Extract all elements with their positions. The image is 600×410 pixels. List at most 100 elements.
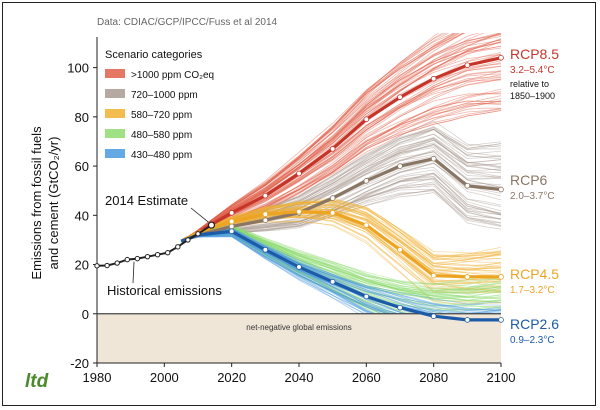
scenario-band-line xyxy=(181,228,501,312)
negative-region: net-negative global emissions xyxy=(97,313,501,363)
scenario-band-line xyxy=(180,33,465,242)
scenario-point xyxy=(228,210,235,216)
scenario-band-line xyxy=(181,225,501,292)
scenario-name-label: RCP8.5 xyxy=(510,46,559,62)
scenario-point xyxy=(464,182,471,189)
negative-region-shade xyxy=(97,313,501,363)
scenario-band-line xyxy=(181,226,501,294)
scenario-band-line xyxy=(181,120,501,242)
legend: Scenario categories >1000 ppm CO₂eq 720–10… xyxy=(105,49,214,161)
emissions-chart: net-negative global emissions 1980 2000 20… xyxy=(25,17,559,392)
scenario-band-line xyxy=(180,205,501,263)
scenario-band-line xyxy=(181,147,501,242)
scenario-band-line xyxy=(181,79,501,242)
historical-point xyxy=(185,237,191,243)
legend-label: 480–580 ppm xyxy=(131,130,192,141)
scenario-band-line xyxy=(180,204,501,267)
scenario-band-line xyxy=(180,200,501,260)
scenario-band-line xyxy=(180,200,501,261)
legend-swatch xyxy=(105,149,125,158)
scenario-band-line xyxy=(181,229,501,307)
scenario-band-line xyxy=(180,33,465,242)
scenario-band-line xyxy=(181,227,501,300)
scenario-band-line xyxy=(181,208,501,272)
x-tick-label: 2020 xyxy=(217,370,246,385)
scenario-band-line xyxy=(181,172,501,242)
scenario-band-line xyxy=(181,100,501,242)
x-tick-label: 2040 xyxy=(285,370,314,385)
scenario-band-line xyxy=(181,100,501,242)
scenario-band-line xyxy=(181,70,501,242)
historical-point xyxy=(175,244,181,250)
legend-swatch xyxy=(105,89,125,98)
historical-point xyxy=(195,231,201,237)
x-tick-label: 2060 xyxy=(352,370,381,385)
scenario-band-line xyxy=(181,95,501,242)
scenario-band-line xyxy=(181,41,501,242)
scenario-band-line xyxy=(181,126,501,242)
scenario-point xyxy=(296,170,302,177)
scenario-point xyxy=(228,218,235,225)
annotations: 2014 Estimate Historical emissions ltd xyxy=(25,193,222,392)
scenario-point xyxy=(329,278,336,285)
scenario-point xyxy=(329,195,336,201)
scenario-name-label: RCP2.6 xyxy=(510,316,559,332)
scenario-band-line xyxy=(180,33,461,242)
y-tick-label: 100 xyxy=(67,61,89,76)
scenario-range-label: 0.9–2.3°C xyxy=(510,335,555,346)
legend-label: 580–720 ppm xyxy=(131,110,192,121)
scenario-band-line xyxy=(180,33,458,242)
scenario-band-line xyxy=(181,226,501,297)
scenario-band-line xyxy=(180,33,501,242)
scenario-band-line xyxy=(181,227,501,308)
scenario-point xyxy=(228,223,235,230)
x-tick-label: 2080 xyxy=(419,370,448,385)
legend-swatch xyxy=(105,129,125,138)
scenario-band-line xyxy=(181,93,501,242)
scenario-band-line xyxy=(181,143,501,242)
scenario-band-line xyxy=(180,34,501,242)
scenario-band-line xyxy=(181,226,501,295)
scenario-band-line xyxy=(181,177,501,242)
historical-point xyxy=(154,251,161,258)
scenario-band-line xyxy=(181,33,501,242)
legend-label: 430–480 ppm xyxy=(131,150,192,161)
scenario-band-line xyxy=(181,78,501,242)
scenario-band-line xyxy=(181,173,501,242)
scenario-band-line xyxy=(181,227,501,302)
source-note: Data: CDIAC/GCP/IPCC/Fuss et al 2014 xyxy=(97,17,278,28)
scenario-band-line xyxy=(181,228,501,307)
scenario-band-line xyxy=(181,226,501,300)
ltd-logo: ltd xyxy=(25,371,49,392)
scenario-band-line xyxy=(181,38,501,242)
historical-point xyxy=(124,256,131,263)
scenario-band-line xyxy=(181,41,501,242)
scenario-band-line xyxy=(180,200,501,259)
y-axis-label: Emissions from fossil fuels xyxy=(29,126,44,280)
scenario-band-line xyxy=(181,228,501,307)
scenario-band-line xyxy=(180,200,501,257)
scenario-point xyxy=(329,210,336,216)
scenario-band-line xyxy=(181,166,501,242)
y-tick-label: 60 xyxy=(75,159,89,174)
scenario-band-line xyxy=(181,39,501,242)
historical-point xyxy=(104,262,110,269)
scenario-band-line xyxy=(181,203,501,267)
scenario-band-line xyxy=(181,227,501,299)
estimate-2014-leader xyxy=(190,207,209,223)
scenario-point xyxy=(430,313,437,320)
scenario-band-line xyxy=(181,226,501,301)
scenario-band-line xyxy=(181,91,501,242)
scenario-point xyxy=(363,116,370,123)
scenario-point xyxy=(397,163,403,169)
scenario-band-line xyxy=(180,198,501,257)
scenario-band-line xyxy=(181,73,501,242)
scenario-point xyxy=(228,228,235,235)
scenario-point xyxy=(464,317,471,323)
legend-swatch xyxy=(105,69,125,78)
scenario-band-line xyxy=(181,201,501,258)
y-tick-label: -20 xyxy=(70,356,89,371)
scenario-bands xyxy=(180,33,501,356)
scenario-labels: RCP8.5 3.2–5.4°C relative to 1850–1900 RCP6 2… xyxy=(510,46,559,346)
scenario-band-line xyxy=(181,92,501,242)
